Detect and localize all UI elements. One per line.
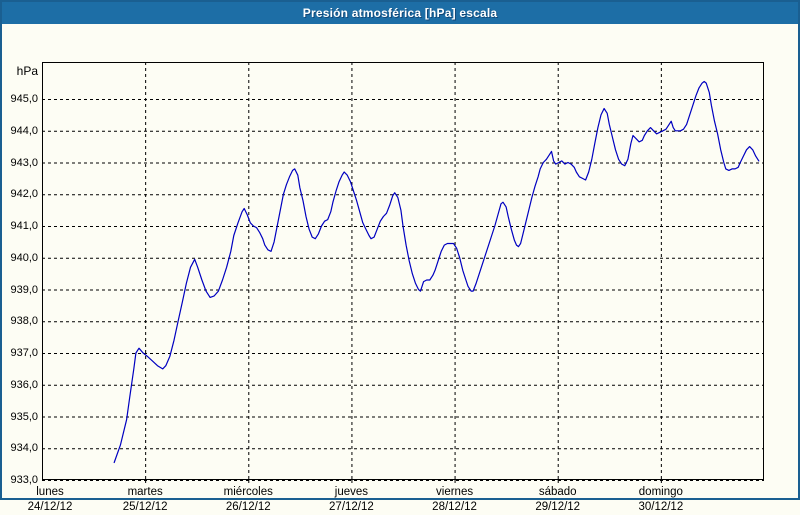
y-tick-label: 939,0	[10, 283, 38, 296]
x-tick-label-jueves: jueves 27/12/12	[303, 485, 399, 515]
day-date: 24/12/12	[27, 501, 73, 513]
title-bar: Presión atmosférica [hPa] escala	[2, 2, 798, 24]
day-name: domingo	[638, 486, 683, 498]
x-tick-label-viernes: viernes 28/12/12	[407, 485, 503, 515]
y-tick-label: 940,0	[10, 251, 38, 264]
day-date: 27/12/12	[329, 501, 374, 513]
plot-frame	[42, 62, 764, 480]
y-tick-label: 941,0	[10, 220, 38, 232]
y-tick-label: 938,0	[10, 315, 38, 328]
x-tick-label-lunes: lunes 24/12/12	[2, 485, 98, 515]
day-name: sábado	[538, 486, 577, 498]
y-tick-label: 936,0	[10, 378, 38, 391]
y-tick-label: 945,0	[10, 93, 38, 105]
y-tick-label: 944,0	[10, 124, 38, 137]
day-date: 29/12/12	[535, 501, 581, 513]
day-name: miércoles	[223, 486, 273, 498]
y-tick-label: 934,0	[10, 442, 38, 455]
plot-area	[42, 62, 764, 486]
y-axis-unit-label: hPa	[16, 64, 38, 78]
chart-canvas	[42, 62, 764, 485]
day-name: jueves	[334, 486, 369, 498]
pressure-line	[113, 80, 760, 464]
y-tick-label: 937,0	[10, 347, 38, 359]
y-tick-label: 935,0	[10, 410, 38, 423]
day-date: 26/12/12	[225, 501, 271, 513]
day-date: 30/12/12	[638, 501, 684, 513]
day-date: 25/12/12	[122, 501, 168, 513]
day-date: 28/12/12	[432, 501, 477, 513]
y-tick-label: 933,0	[10, 474, 38, 486]
day-name: martes	[127, 486, 163, 498]
chart-area: hPa 945,0 944,0 943,0 942,0 941,0 940,0 939,0 9…	[2, 24, 798, 513]
day-name: viernes	[436, 486, 474, 498]
x-tick-label-sábado: sábado 29/12/12	[510, 485, 606, 515]
y-tick-label: 943,0	[10, 156, 38, 169]
y-tick-label: 942,0	[10, 188, 38, 201]
day-name: lunes	[36, 486, 64, 498]
x-tick-label-domingo: domingo 30/12/12	[613, 485, 709, 515]
x-tick-label-miércoles: miércoles 26/12/12	[200, 485, 296, 515]
x-tick-label-martes: martes 25/12/12	[97, 485, 193, 515]
chart-title: Presión atmosférica [hPa] escala	[302, 6, 498, 20]
